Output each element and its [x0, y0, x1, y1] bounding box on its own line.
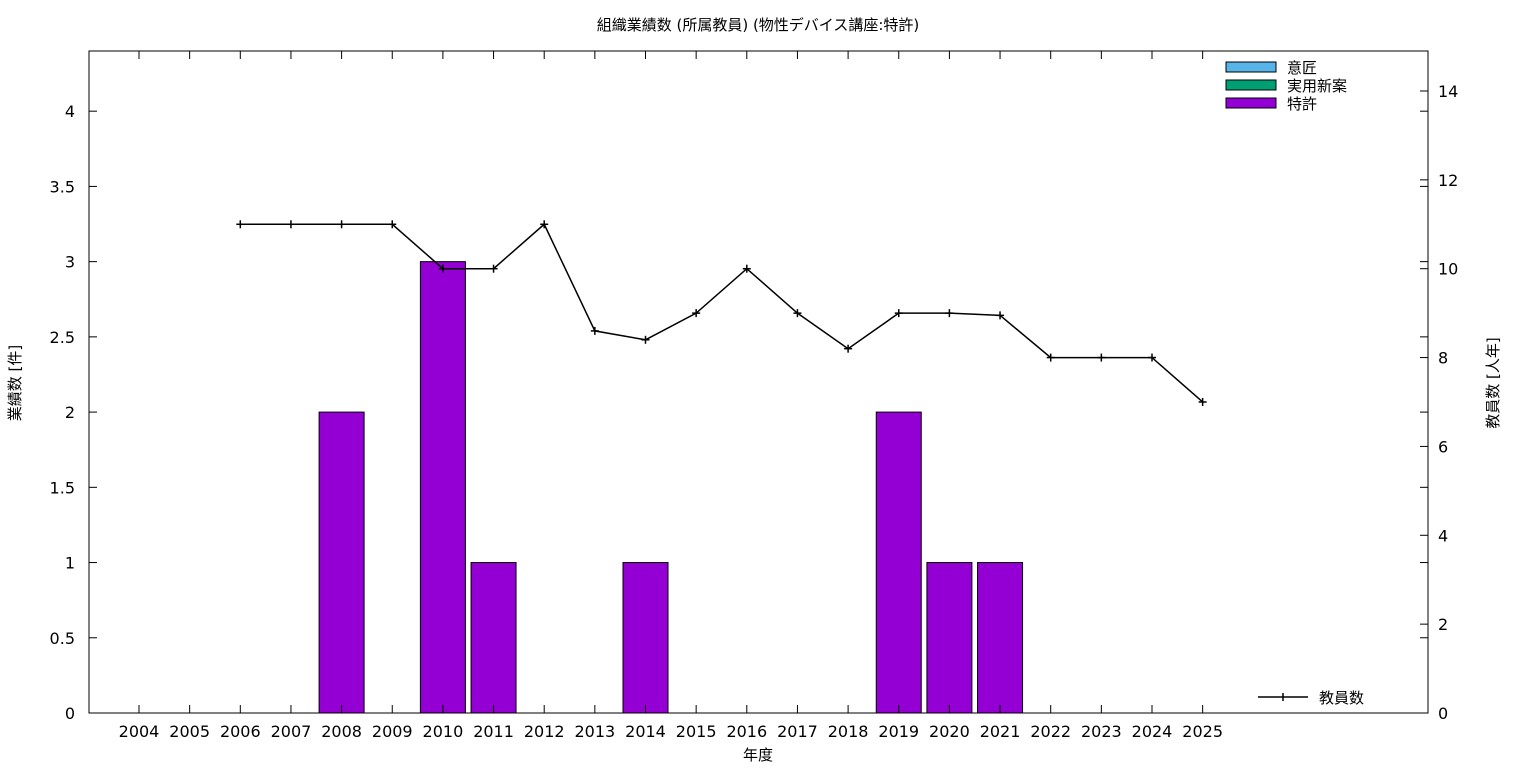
- y-tick-label: 0.5: [50, 629, 75, 648]
- line-point-2009: [388, 220, 397, 229]
- y-tick-label: 1.5: [50, 478, 75, 497]
- line-point-2011: [489, 264, 498, 273]
- x-tick-label: 2017: [777, 722, 818, 741]
- x-axis-label: 年度: [743, 746, 773, 764]
- line-point-2016: [742, 264, 751, 273]
- legend-label-1: 実用新案: [1287, 77, 1347, 95]
- x-tick-label: 2021: [980, 722, 1021, 741]
- y2-tick-label: 6: [1438, 437, 1448, 456]
- x-tick-label: 2012: [524, 722, 565, 741]
- y-axis-label: 業績数 [件]: [6, 345, 24, 421]
- legend-label-2: 特許: [1287, 95, 1317, 113]
- y2-tick-label: 0: [1438, 704, 1448, 723]
- x-tick-label: 2023: [1081, 722, 1122, 741]
- bar-2011-series-2: [470, 562, 517, 714]
- legend-swatch-2: [1225, 97, 1277, 109]
- bar-2020-series-2: [926, 562, 973, 714]
- x-tick-label: 2005: [169, 722, 210, 741]
- x-tick-label: 2007: [271, 722, 312, 741]
- line-point-2012: [540, 220, 549, 229]
- line-point-2010: [438, 264, 447, 273]
- y2-tick-label: 4: [1438, 526, 1448, 545]
- line-point-2021: [996, 311, 1005, 320]
- y2-axis-label: 教員数 [人年]: [1484, 337, 1502, 428]
- line-legend: 教員数: [1258, 689, 1364, 707]
- plot-frame: [88, 50, 1429, 714]
- y2-tick-label: 8: [1438, 349, 1448, 368]
- line-point-2013: [590, 326, 599, 335]
- x-tick-label: 2008: [321, 722, 362, 741]
- line-point-2014: [641, 335, 650, 344]
- line-point-2017: [793, 309, 802, 318]
- teacher-count-line: [240, 223, 1204, 403]
- bar-2008-series-2: [318, 411, 365, 714]
- y2-tick-label: 12: [1438, 171, 1458, 190]
- x-tick-label: 2009: [372, 722, 413, 741]
- bar-2021-series-2: [977, 562, 1024, 714]
- y-tick-label: 2: [65, 403, 75, 422]
- line-point-2015: [692, 309, 701, 318]
- line-point-2023: [1097, 353, 1106, 362]
- bar-2014-series-2: [622, 562, 669, 714]
- line-point-2020: [945, 309, 954, 318]
- x-tick-label: 2015: [676, 722, 717, 741]
- y-tick-label: 3: [65, 253, 75, 272]
- x-tick-label: 2013: [574, 722, 615, 741]
- y-tick-label: 0: [65, 704, 75, 723]
- line-point-2006: [236, 220, 245, 229]
- line-point-2022: [1046, 353, 1055, 362]
- line-point-2018: [844, 344, 853, 353]
- bar-2010-series-2: [419, 261, 466, 714]
- y-tick-label: 4: [65, 102, 75, 121]
- x-tick-label: 2006: [220, 722, 261, 741]
- y-tick-label: 3.5: [50, 177, 75, 196]
- line-point-2019: [894, 309, 903, 318]
- x-tick-label: 2024: [1132, 722, 1173, 741]
- chart-title: 組織業績数 (所属教員) (物性デバイス講座:特許): [597, 16, 920, 34]
- x-tick-label: 2020: [929, 722, 970, 741]
- line-point-2024: [1148, 353, 1156, 362]
- y2-tick-label: 2: [1438, 615, 1448, 634]
- line-point-2007: [286, 220, 295, 229]
- x-tick-label: 2018: [828, 722, 869, 741]
- line-point-2008: [337, 220, 346, 229]
- bar-2019-series-2: [875, 411, 922, 714]
- x-tick-label: 2022: [1030, 722, 1071, 741]
- y-tick-label: 2.5: [50, 328, 75, 347]
- y-tick-label: 1: [65, 554, 75, 573]
- legend-swatch-0: [1225, 61, 1277, 73]
- x-tick-label: 2004: [119, 722, 160, 741]
- x-tick-label: 2011: [473, 722, 514, 741]
- legend-swatch-1: [1225, 79, 1277, 91]
- legend-line-label: 教員数: [1319, 689, 1364, 707]
- x-tick-label: 2016: [726, 722, 767, 741]
- x-tick-label: 2025: [1182, 722, 1223, 741]
- x-tick-label: 2014: [625, 722, 666, 741]
- line-point-2025: [1198, 397, 1207, 406]
- y2-tick-label: 14: [1438, 82, 1458, 101]
- x-tick-label: 2019: [878, 722, 919, 741]
- y2-tick-label: 10: [1438, 260, 1458, 279]
- legend-label-0: 意匠: [1287, 59, 1317, 77]
- x-tick-label: 2010: [423, 722, 464, 741]
